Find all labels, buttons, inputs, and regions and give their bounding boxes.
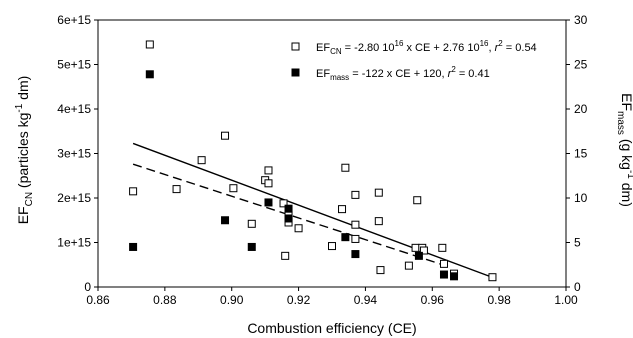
y-right-tick-label: 15: [574, 147, 588, 161]
x-tick-label: 0.94: [354, 293, 378, 307]
y-left-tick-label: 4e+15: [57, 102, 91, 116]
data-point-cn: [351, 234, 360, 243]
y-left-axis-ticks: 0 1e+15 2e+15 3e+15 4e+15 5e+15 6e+15: [57, 13, 98, 294]
x-tick-label: 0.98: [487, 293, 511, 307]
data-point-cn: [264, 166, 273, 175]
fit-lines: [132, 142, 493, 279]
data-point-cn: [247, 219, 256, 228]
data-point-cn: [488, 273, 497, 282]
y-left-tick-label: 5e+15: [57, 58, 91, 72]
data-point-cn: [229, 184, 238, 193]
data-point-mass: [221, 216, 230, 225]
data-point-cn: [197, 156, 206, 165]
data-point-mass: [247, 242, 256, 251]
y-left-tick-label: 2e+15: [57, 191, 91, 205]
data-point-mass: [351, 250, 360, 259]
data-point-cn: [374, 217, 383, 226]
y-right-tick-label: 20: [574, 102, 588, 116]
data-point-mass: [129, 242, 138, 251]
y-right-tick-label: 10: [574, 191, 588, 205]
x-tick-label: 0.92: [287, 293, 311, 307]
data-point-cn: [281, 251, 290, 260]
y-left-tick-label: 1e+15: [57, 236, 91, 250]
data-point-mass: [284, 204, 293, 213]
data-point-cn: [404, 261, 413, 270]
y-left-tick-label: 6e+15: [57, 13, 91, 27]
x-tick-label: 0.86: [86, 293, 110, 307]
legend-marker-mass: [291, 68, 300, 77]
data-point-cn: [438, 243, 447, 252]
x-tick-label: 0.88: [153, 293, 177, 307]
data-point-mass: [439, 270, 448, 279]
data-point-mass: [450, 272, 459, 281]
data-point-cn: [341, 163, 350, 172]
data-point-cn: [264, 179, 273, 188]
legend: EFCN = -2.80 1016 x CE + 2.76 1016, r2 =…: [291, 39, 537, 82]
legend-marker-cn: [291, 42, 300, 51]
x-axis-ticks: 0.86 0.88 0.90 0.92 0.94 0.96 0.98 1.00: [86, 287, 578, 307]
y-left-tick-label: 0: [84, 280, 91, 294]
data-point-cn: [419, 246, 428, 255]
x-tick-label: 0.90: [220, 293, 244, 307]
y-left-tick-label: 3e+15: [57, 147, 91, 161]
data-point-mass: [414, 251, 423, 260]
legend-label-cn: EFCN = -2.80 1016 x CE + 2.76 1016, r2 =…: [316, 39, 537, 56]
data-point-mass: [341, 233, 350, 242]
data-point-cn: [328, 242, 336, 251]
data-point-cn: [221, 131, 230, 140]
y-right-axis-ticks: 0 5 10 15 20 25 30: [566, 13, 588, 294]
data-point-cn: [374, 188, 383, 197]
data-point-cn: [351, 220, 360, 229]
markers: [129, 40, 497, 282]
data-point-cn: [338, 205, 347, 214]
fit-line-cn: [132, 142, 493, 279]
data-point-cn: [172, 185, 181, 194]
data-point-cn: [351, 190, 360, 199]
data-point-cn: [411, 243, 420, 252]
y-right-tick-label: 30: [574, 13, 588, 27]
y-right-tick-label: 25: [574, 58, 588, 72]
x-tick-label: 0.96: [421, 293, 445, 307]
y-left-axis-title: EFCN (particles kg-1 dm): [14, 76, 35, 225]
data-point-mass: [145, 70, 154, 79]
y-right-axis-title: EFmass (g kg-1 dm): [615, 93, 633, 207]
y-right-tick-label: 5: [574, 236, 581, 250]
fit-line-mass: [132, 163, 453, 269]
x-tick-label: 1.00: [554, 293, 578, 307]
data-point-cn: [294, 224, 303, 233]
data-point-cn: [279, 199, 288, 208]
legend-label-mass: EFmass = -122 x CE + 120, r2 = 0.41: [316, 65, 490, 82]
data-point-cn: [376, 266, 385, 275]
data-point-cn: [439, 259, 448, 268]
x-axis-title: Combustion efficiency (CE): [247, 320, 416, 336]
y-right-tick-label: 0: [574, 280, 581, 294]
data-point-mass: [284, 214, 293, 223]
data-point-cn: [129, 187, 138, 196]
data-point-cn: [145, 40, 154, 49]
data-point-mass: [264, 198, 273, 207]
data-point-cn: [413, 196, 422, 205]
